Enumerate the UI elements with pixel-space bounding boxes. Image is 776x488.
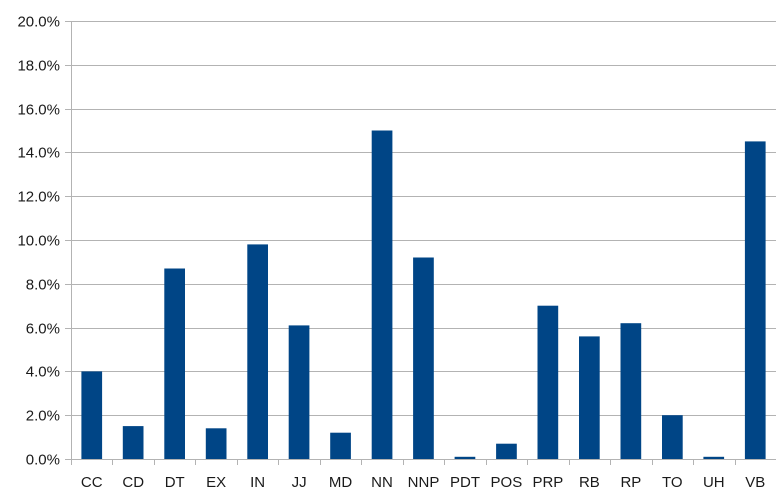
x-category-label: UH — [703, 474, 725, 488]
bar-prp — [537, 305, 559, 459]
bar-jj — [288, 325, 310, 459]
y-tick-label: 0.0% — [26, 452, 60, 469]
x-category-label: PDT — [450, 474, 480, 488]
y-tick-label: 12.0% — [17, 189, 60, 206]
bar-pdt — [454, 456, 476, 459]
x-axis-category-labels: CC CD DT EX IN JJ MD NN NNP PDT POS PRP RB RP TO UH VB — [81, 474, 765, 488]
x-category-label: EX — [206, 474, 226, 488]
x-category-label: VB — [745, 474, 765, 488]
bar-to — [662, 415, 683, 459]
bar-vb — [744, 141, 766, 459]
x-category-label: DT — [165, 474, 185, 488]
bar-nnp — [413, 257, 434, 459]
x-category-label: POS — [491, 474, 523, 488]
y-tick-label: 10.0% — [17, 233, 60, 250]
axes — [71, 21, 736, 465]
y-tick-label: 8.0% — [26, 277, 60, 294]
x-category-label: NN — [371, 474, 393, 488]
bar-rb — [579, 336, 600, 459]
bars — [81, 130, 766, 459]
bar-cc — [81, 371, 103, 459]
x-category-label: RB — [579, 474, 600, 488]
y-tick-label: 2.0% — [26, 408, 60, 425]
x-category-label: JJ — [292, 474, 307, 488]
bar-dt — [164, 268, 185, 459]
y-tick-label: 6.0% — [26, 321, 60, 338]
bar-cd — [122, 426, 144, 459]
bar-ex — [205, 428, 227, 459]
bar-pos — [496, 443, 517, 459]
y-tick-label: 4.0% — [26, 364, 60, 381]
y-tick-label: 14.0% — [17, 145, 60, 162]
x-category-label: CD — [122, 474, 144, 488]
x-category-label: TO — [662, 474, 683, 488]
x-category-label: RP — [620, 474, 641, 488]
bar-in — [247, 244, 268, 459]
x-category-label: PRP — [532, 474, 563, 488]
x-category-label: IN — [250, 474, 265, 488]
x-category-label: CC — [81, 474, 103, 488]
x-category-label: NNP — [408, 474, 440, 488]
y-tick-label: 18.0% — [17, 58, 60, 75]
x-category-label: MD — [329, 474, 352, 488]
y-tick-label: 20.0% — [17, 14, 60, 31]
bar-rp — [620, 323, 642, 459]
y-axis-tick-labels: 0.0% 2.0% 4.0% 6.0% 8.0% 10.0% 12.0% 14.0% 16.0%… — [17, 14, 60, 469]
bar-nn — [371, 130, 393, 459]
bar-uh — [703, 456, 725, 459]
bar-md — [330, 432, 351, 459]
y-tick-label: 16.0% — [17, 102, 60, 119]
